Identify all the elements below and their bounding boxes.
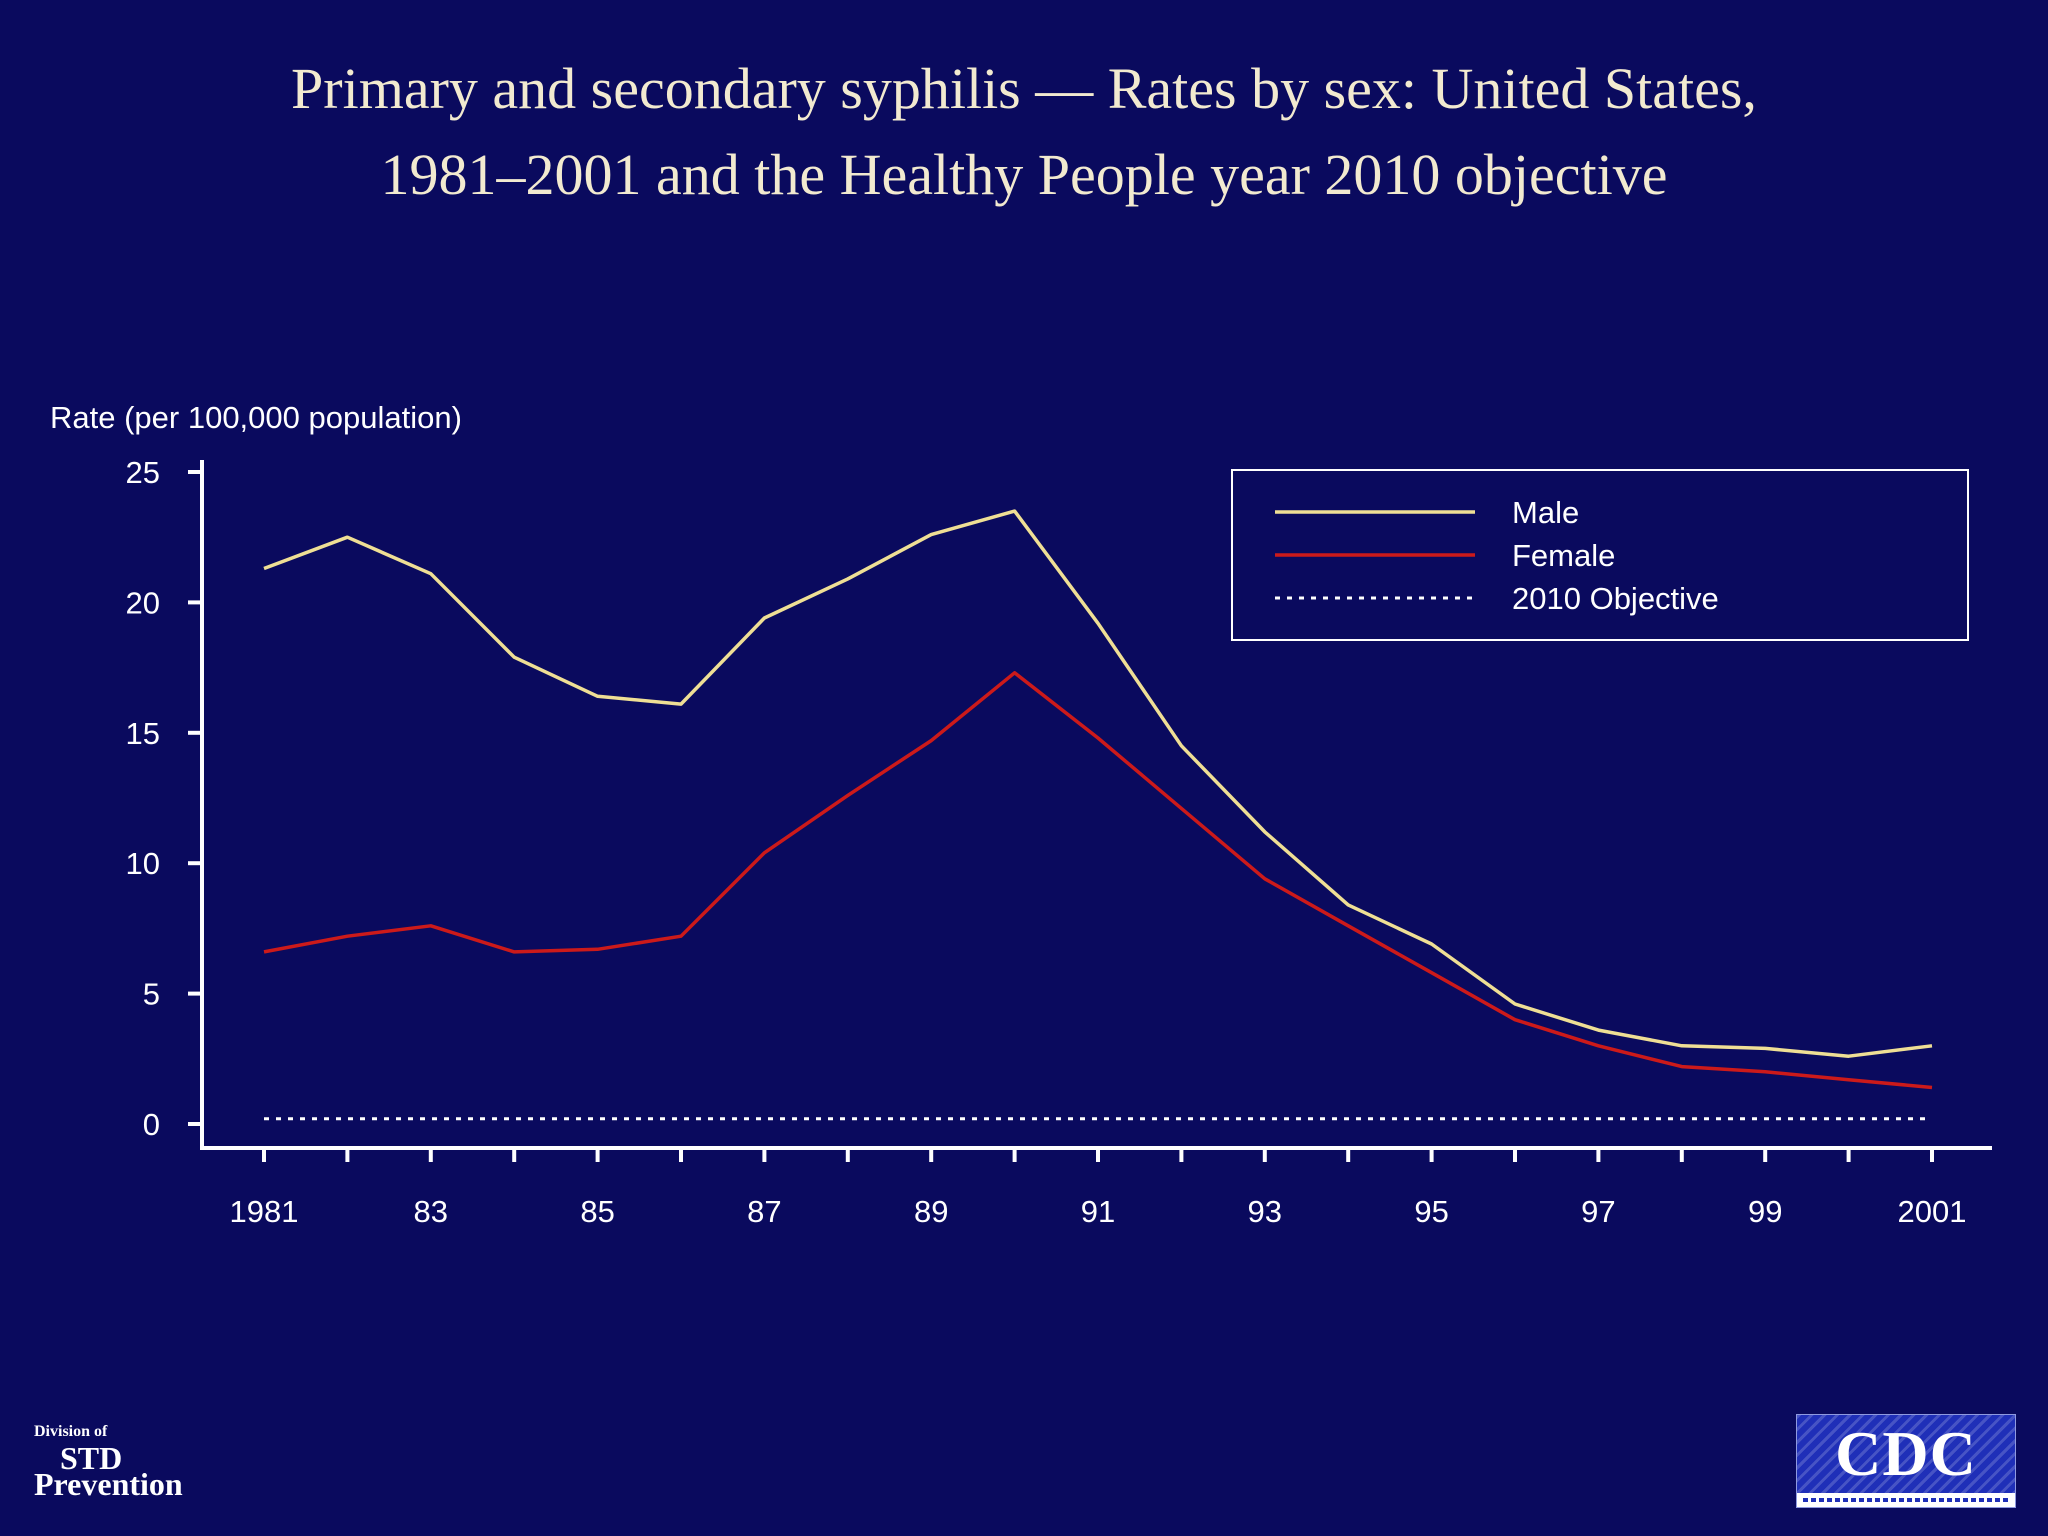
series-layer (263, 509, 1933, 1121)
y-tick-label: 5 (143, 977, 160, 1012)
org-line-2: STD (60, 1440, 123, 1476)
division-of-std-prevention-logo: Division of STD Prevention (34, 1423, 183, 1502)
x-tick-label: 95 (1414, 1194, 1448, 1229)
cdc-logo-text: CDC (1835, 1418, 1977, 1489)
cdc-logo-band (1797, 1493, 2015, 1507)
y-tick-label: 0 (143, 1107, 160, 1142)
x-tick-label: 97 (1581, 1194, 1615, 1229)
x-tick-label: 89 (914, 1194, 948, 1229)
org-line-1: Division of (34, 1423, 108, 1440)
legend-label-female: Female (1512, 538, 1615, 573)
legend-label-male: Male (1512, 495, 1579, 530)
y-tick-label: 10 (126, 846, 160, 881)
chart-title: Primary and secondary syphilis — Rates b… (0, 46, 2048, 218)
x-tick-label: 99 (1748, 1194, 1782, 1229)
y-axis-label: Rate (per 100,000 population) (50, 400, 462, 435)
cdc-logo: CDC (1796, 1414, 2016, 1508)
x-tick-label: 83 (414, 1194, 448, 1229)
chart-title-line-1: Primary and secondary syphilis — Rates b… (291, 56, 1757, 121)
y-tick-label: 20 (126, 585, 160, 620)
chart-title-line-2: 1981–2001 and the Healthy People year 20… (380, 142, 1668, 207)
y-tick-label: 25 (126, 455, 160, 490)
org-line-3: Prevention (34, 1466, 183, 1502)
x-tick-label: 1981 (230, 1194, 299, 1229)
x-tick-label: 93 (1248, 1194, 1282, 1229)
y-tick-label: 15 (126, 716, 160, 751)
x-tick-label: 87 (747, 1194, 781, 1229)
axes: 0 5 10 15 20 25 1981 83 85 87 89 91 93 95 97 99 2001 (126, 455, 1992, 1229)
x-tick-label: 2001 (1898, 1194, 1967, 1229)
x-tick-label: 85 (580, 1194, 614, 1229)
series-line-male (263, 509, 1933, 1058)
legend: Male Female 2010 Objective (1231, 469, 1969, 641)
legend-box (1231, 469, 1969, 641)
x-tick-label: 91 (1081, 1194, 1115, 1229)
series-line-female (263, 671, 1933, 1090)
legend-label-2010-objective: 2010 Objective (1512, 581, 1719, 616)
